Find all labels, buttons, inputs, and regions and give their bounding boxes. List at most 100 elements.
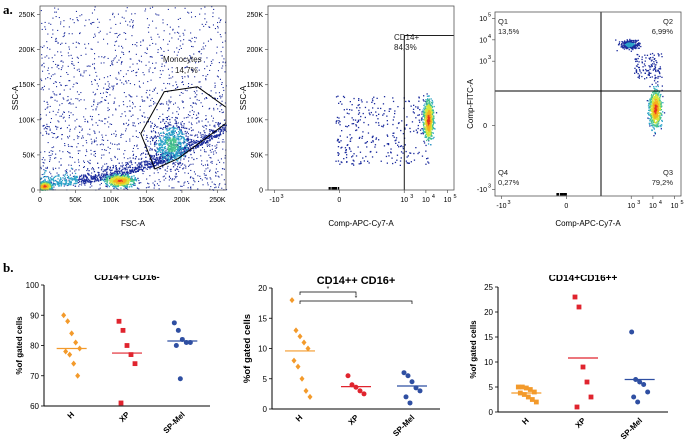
event-dot	[49, 188, 51, 190]
event-dot	[86, 65, 88, 67]
event-dot	[114, 170, 117, 172]
event-dot	[111, 60, 113, 62]
event-dot	[169, 148, 171, 150]
event-dot	[78, 165, 80, 167]
event-dot	[91, 48, 93, 50]
event-dot	[387, 143, 390, 145]
event-dot	[94, 153, 96, 155]
event-dot	[160, 142, 162, 144]
event-dot	[103, 62, 105, 64]
event-dot	[205, 168, 207, 170]
event-dot	[118, 105, 120, 107]
event-dot	[57, 126, 59, 128]
event-dot	[145, 8, 147, 10]
event-dot	[178, 126, 180, 129]
event-dot	[81, 128, 83, 130]
event-dot	[222, 87, 224, 89]
event-dot	[51, 187, 53, 189]
event-dot	[125, 128, 127, 130]
event-dot	[175, 177, 177, 179]
event-dot	[159, 127, 162, 129]
event-dot	[55, 37, 57, 39]
event-dot	[195, 134, 197, 136]
event-dot	[337, 152, 339, 154]
event-dot	[202, 142, 204, 145]
event-dot	[46, 107, 48, 109]
event-dot	[42, 134, 44, 136]
event-dot	[134, 177, 136, 180]
event-dot	[427, 135, 429, 137]
event-dot	[164, 156, 167, 158]
event-dot	[169, 118, 171, 121]
event-dot	[350, 150, 352, 152]
event-dot	[164, 139, 166, 141]
event-dot	[180, 130, 182, 133]
event-dot	[358, 112, 361, 114]
event-dot	[152, 90, 154, 92]
event-dot	[123, 177, 125, 179]
event-dot	[48, 151, 50, 153]
event-dot	[91, 118, 93, 120]
event-dot	[428, 139, 430, 141]
event-dot	[401, 120, 403, 122]
event-dot	[405, 100, 407, 103]
event-dot	[220, 134, 222, 136]
event-dot	[97, 41, 99, 43]
event-dot	[76, 69, 78, 71]
event-dot	[145, 187, 147, 189]
event-dot	[422, 99, 424, 101]
event-dot	[115, 178, 117, 180]
event-dot	[155, 13, 157, 15]
event-dot	[198, 51, 200, 53]
event-dot	[398, 146, 400, 148]
event-dot	[172, 129, 174, 131]
event-dot	[78, 161, 80, 163]
event-dot	[222, 111, 224, 113]
event-dot	[94, 68, 96, 70]
event-dot	[224, 183, 226, 185]
event-dot	[127, 182, 129, 185]
event-dot	[40, 119, 42, 121]
event-dot	[73, 178, 75, 181]
event-dot	[190, 122, 192, 124]
event-dot	[409, 127, 411, 130]
event-dot	[115, 55, 117, 57]
event-dot	[209, 107, 211, 109]
event-dot	[44, 21, 46, 23]
event-dot	[213, 130, 215, 132]
event-dot	[206, 65, 208, 67]
event-dot	[48, 179, 51, 181]
event-dot	[189, 61, 191, 63]
event-dot	[413, 130, 415, 132]
event-dot	[85, 140, 87, 142]
event-dot	[204, 6, 206, 8]
event-dot	[124, 171, 126, 173]
event-dot	[131, 183, 134, 186]
event-dot	[95, 140, 97, 142]
event-dot	[173, 145, 175, 147]
event-dot	[148, 61, 150, 63]
event-dot	[375, 137, 378, 139]
event-dot	[54, 40, 56, 42]
event-dot	[129, 183, 131, 186]
event-dot	[156, 14, 158, 16]
event-dot	[182, 43, 184, 45]
event-dot	[49, 105, 51, 107]
event-dot	[105, 176, 107, 178]
event-dot	[160, 54, 162, 56]
event-dot	[127, 180, 129, 182]
event-dot	[186, 65, 188, 67]
event-dot	[119, 79, 121, 81]
event-dot	[58, 161, 60, 163]
event-dot	[47, 142, 49, 144]
event-dot	[104, 175, 106, 177]
event-dot	[434, 128, 436, 130]
event-dot	[148, 71, 150, 73]
event-dot	[418, 151, 420, 154]
event-dot	[121, 51, 123, 53]
event-dot	[157, 148, 159, 150]
event-dot	[150, 99, 152, 101]
event-dot	[121, 113, 123, 115]
event-dot	[110, 171, 112, 173]
event-dot	[50, 181, 52, 183]
